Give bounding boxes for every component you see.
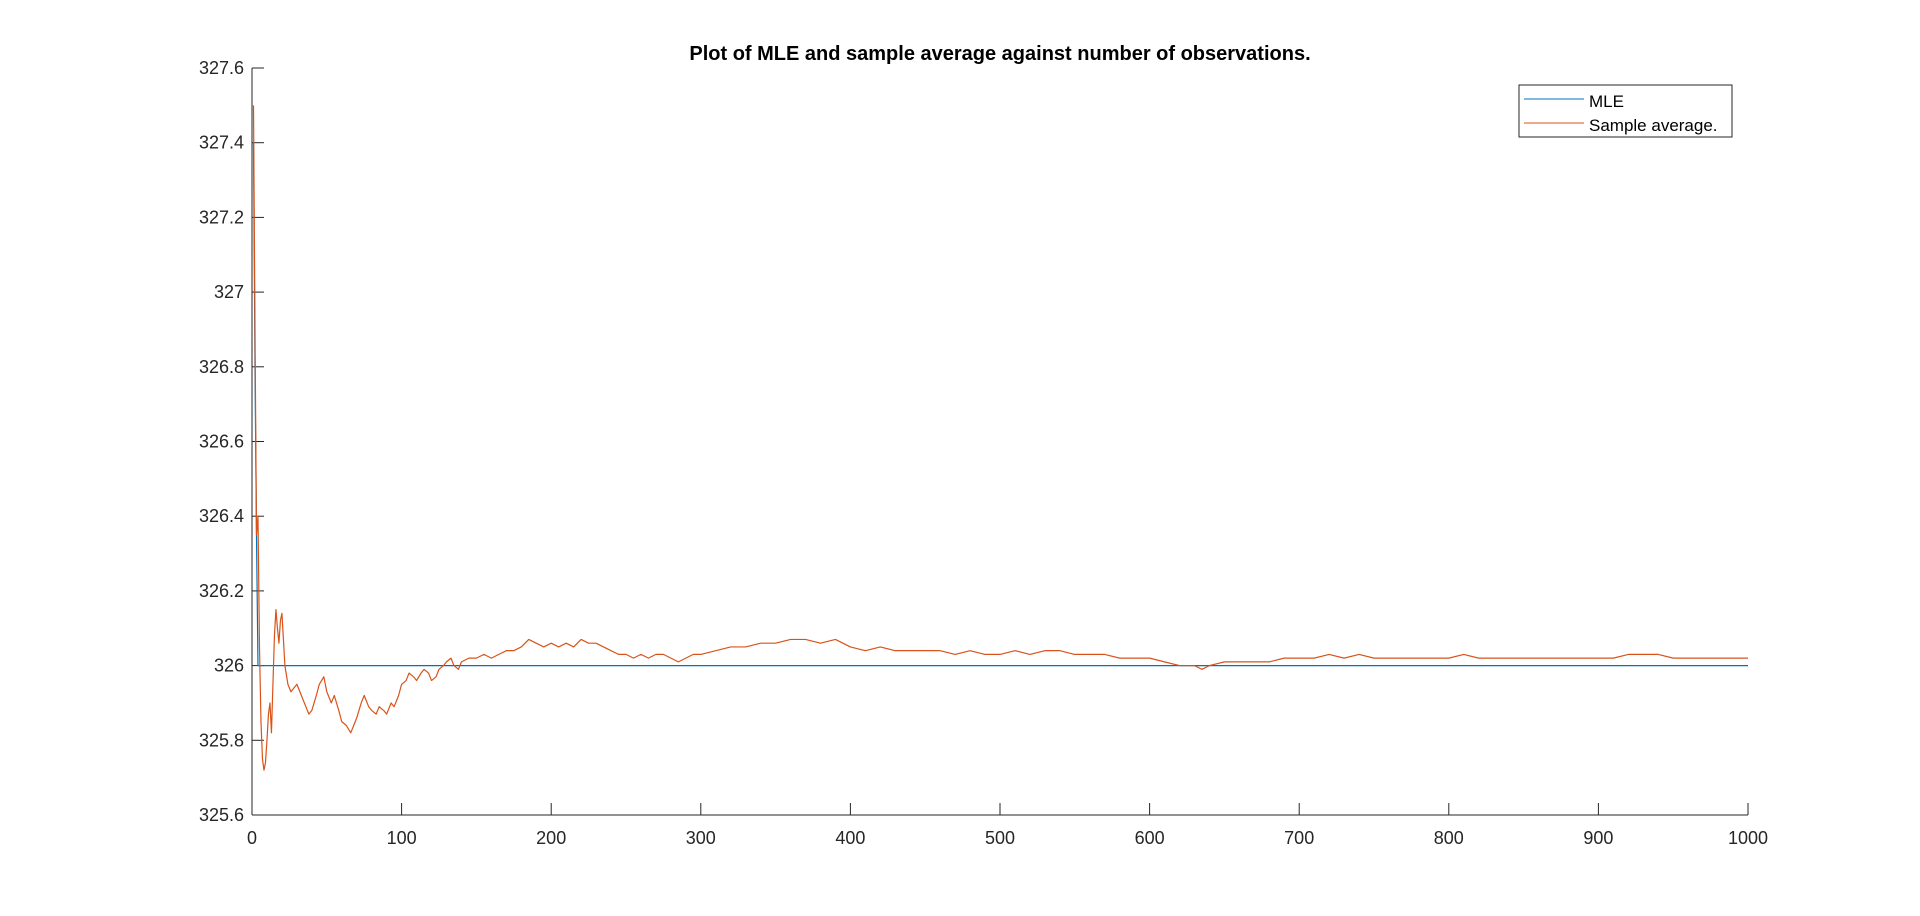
y-tick-label: 325.6 — [199, 805, 244, 825]
series-line-sample-average — [252, 105, 1748, 771]
x-tick-label: 100 — [387, 828, 417, 848]
x-tick-label: 700 — [1284, 828, 1314, 848]
y-tick-label: 326.2 — [199, 581, 244, 601]
y-tick-label: 326.4 — [199, 506, 244, 526]
y-tick-label: 325.8 — [199, 730, 244, 750]
x-tick-label: 200 — [536, 828, 566, 848]
x-ticks: 0 100 200 300 400 500 600 700 800 900 1000 — [247, 803, 1768, 848]
x-tick-label: 600 — [1135, 828, 1165, 848]
series — [252, 105, 1748, 771]
x-tick-label: 1000 — [1728, 828, 1768, 848]
legend-label-sample-average: Sample average. — [1589, 116, 1718, 135]
x-tick-label: 300 — [686, 828, 716, 848]
y-tick-label: 327.4 — [199, 133, 244, 153]
y-tick-label: 326 — [214, 656, 244, 676]
chart-title: Plot of MLE and sample average against n… — [689, 43, 1310, 65]
x-tick-label: 800 — [1434, 828, 1464, 848]
x-tick-label: 900 — [1583, 828, 1613, 848]
x-tick-label: 400 — [835, 828, 865, 848]
x-tick-label: 0 — [247, 828, 257, 848]
y-ticks: 325.6 325.8 326 326.2 326.4 326.6 326.8 327 327.… — [199, 58, 264, 825]
y-tick-label: 327.2 — [199, 207, 244, 227]
x-tick-label: 500 — [985, 828, 1015, 848]
y-tick-label: 327.6 — [199, 58, 244, 78]
legend: MLE Sample average. — [1518, 84, 1733, 138]
legend-label-mle: MLE — [1589, 92, 1624, 111]
y-tick-label: 326.6 — [199, 432, 244, 452]
legend-box — [1518, 84, 1733, 138]
y-tick-label: 327 — [214, 282, 244, 302]
y-tick-label: 326.8 — [199, 357, 244, 377]
